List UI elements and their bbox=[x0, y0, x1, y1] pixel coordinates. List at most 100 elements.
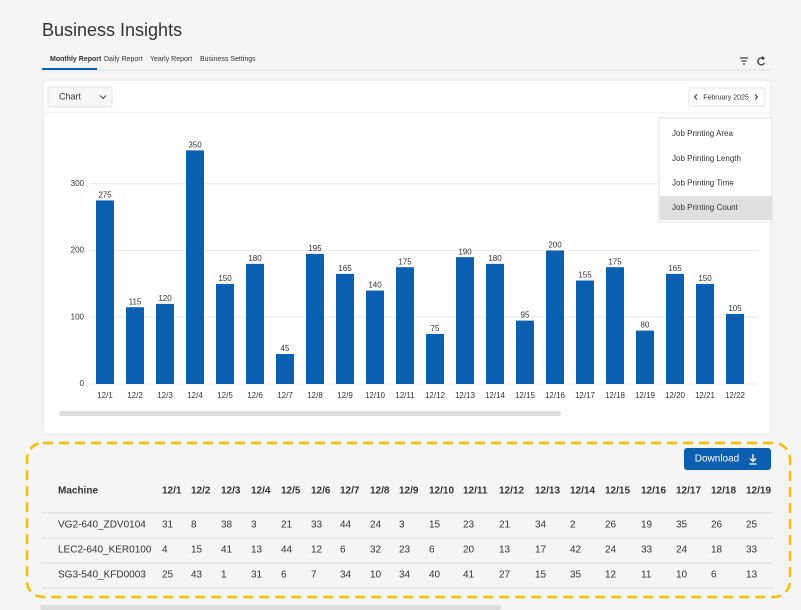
table-cell: 21 bbox=[499, 520, 511, 531]
y-tick-label: 300 bbox=[71, 179, 85, 188]
value-label: 180 bbox=[488, 254, 502, 263]
table-cell: 42 bbox=[570, 545, 582, 556]
table-cell: 6 bbox=[340, 545, 346, 556]
table-cell: 3 bbox=[399, 520, 405, 531]
table-scrollbar[interactable] bbox=[40, 605, 501, 610]
bar bbox=[96, 200, 114, 384]
x-tick-label: 12/16 bbox=[545, 391, 566, 400]
menu-item[interactable]: Job Printing Count bbox=[672, 203, 739, 212]
table-cell: 41 bbox=[221, 545, 233, 556]
table-cell: 24 bbox=[605, 545, 617, 556]
table-cell: 27 bbox=[499, 570, 511, 581]
x-tick-label: 12/4 bbox=[187, 391, 203, 400]
table-cell: 6 bbox=[281, 570, 287, 581]
table-cell: 32 bbox=[370, 545, 382, 556]
table-cell: 25 bbox=[746, 520, 758, 531]
view-select-label: Chart bbox=[59, 91, 82, 101]
table-cell: 3 bbox=[251, 520, 257, 531]
table-cell: 7 bbox=[311, 570, 317, 581]
table-header: 12/2 bbox=[191, 486, 211, 497]
table-cell: 15 bbox=[535, 570, 547, 581]
value-label: 75 bbox=[431, 324, 440, 333]
bar bbox=[456, 257, 474, 384]
value-label: 95 bbox=[521, 311, 530, 320]
value-label: 200 bbox=[548, 241, 562, 250]
x-tick-label: 12/14 bbox=[485, 391, 506, 400]
bar bbox=[606, 267, 624, 384]
x-tick-label: 12/8 bbox=[307, 391, 323, 400]
table-cell: 23 bbox=[463, 520, 475, 531]
table-cell: 26 bbox=[711, 520, 723, 531]
tab[interactable]: Business Settings bbox=[200, 56, 256, 63]
value-label: 275 bbox=[98, 191, 112, 200]
x-tick-label: 12/3 bbox=[157, 391, 173, 400]
download-icon bbox=[749, 454, 757, 465]
table-cell: 12 bbox=[311, 545, 323, 556]
x-tick-label: 12/5 bbox=[217, 391, 233, 400]
view-select[interactable] bbox=[47, 86, 113, 108]
x-tick-label: 12/22 bbox=[725, 391, 746, 400]
x-tick-label: 12/12 bbox=[425, 391, 446, 400]
x-tick-label: 12/18 bbox=[605, 391, 626, 400]
table-header: 12/10 bbox=[429, 486, 454, 497]
chart-scrollbar[interactable] bbox=[59, 411, 561, 416]
table-header: 12/12 bbox=[499, 486, 524, 497]
table-cell: 40 bbox=[429, 570, 441, 581]
machine-name: VG2-640_ZDV0104 bbox=[58, 520, 146, 531]
filter-icon[interactable] bbox=[740, 57, 748, 65]
table-cell: 38 bbox=[221, 520, 233, 531]
tab[interactable]: Monthly Report bbox=[50, 56, 102, 63]
table-cell: 2 bbox=[570, 520, 576, 531]
refresh-icon[interactable] bbox=[757, 56, 766, 66]
value-label: 45 bbox=[281, 344, 290, 353]
table-cell: 44 bbox=[281, 545, 293, 556]
menu-item[interactable]: Job Printing Time bbox=[672, 179, 734, 188]
table-cell: 8 bbox=[191, 520, 197, 531]
bar bbox=[366, 290, 384, 384]
value-label: 175 bbox=[608, 257, 622, 266]
bar bbox=[396, 267, 414, 384]
table-cell: 1 bbox=[221, 570, 227, 581]
value-label: 155 bbox=[578, 271, 592, 280]
x-tick-label: 12/1 bbox=[97, 391, 113, 400]
table-cell: 21 bbox=[281, 520, 293, 531]
tab[interactable]: Daily Report bbox=[104, 56, 143, 63]
table-cell: 34 bbox=[535, 520, 547, 531]
prev-period[interactable] bbox=[693, 94, 698, 100]
menu-item-highlight bbox=[660, 196, 772, 221]
bar bbox=[636, 330, 654, 384]
table-cell: 6 bbox=[711, 570, 717, 581]
table-header: 12/15 bbox=[605, 486, 630, 497]
table-header: 12/5 bbox=[281, 486, 301, 497]
highlight-frame bbox=[25, 441, 792, 599]
table-header: 12/11 bbox=[463, 486, 488, 497]
table-cell: 20 bbox=[463, 545, 475, 556]
table-header: 12/14 bbox=[570, 486, 595, 497]
table-cell: 19 bbox=[641, 520, 653, 531]
table-cell: 33 bbox=[746, 545, 758, 556]
tab[interactable]: Yearly Report bbox=[150, 56, 192, 63]
table-header: 12/7 bbox=[340, 486, 360, 497]
x-tick-label: 12/15 bbox=[515, 391, 536, 400]
value-label: 105 bbox=[728, 304, 742, 313]
menu-item[interactable]: Job Printing Length bbox=[672, 154, 741, 163]
next-period[interactable] bbox=[754, 94, 759, 100]
table-cell: 24 bbox=[676, 545, 688, 556]
bar bbox=[696, 283, 714, 384]
value-label: 180 bbox=[248, 254, 262, 263]
x-tick-label: 12/7 bbox=[277, 391, 293, 400]
value-label: 140 bbox=[368, 281, 382, 290]
select-chevron bbox=[99, 95, 107, 100]
menu-item[interactable]: Job Printing Area bbox=[672, 129, 733, 138]
table-cell: 24 bbox=[370, 520, 382, 531]
table-header: 12/1 bbox=[162, 486, 182, 497]
bar bbox=[576, 280, 594, 384]
table-cell: 17 bbox=[535, 545, 547, 556]
bar bbox=[216, 283, 234, 384]
table-cell: 6 bbox=[429, 545, 435, 556]
machine-name: LEC2-640_KER0100 bbox=[58, 545, 152, 556]
bar bbox=[306, 253, 324, 384]
table-cell: 44 bbox=[340, 520, 352, 531]
table-cell: 35 bbox=[570, 570, 582, 581]
download-button[interactable] bbox=[684, 448, 771, 470]
